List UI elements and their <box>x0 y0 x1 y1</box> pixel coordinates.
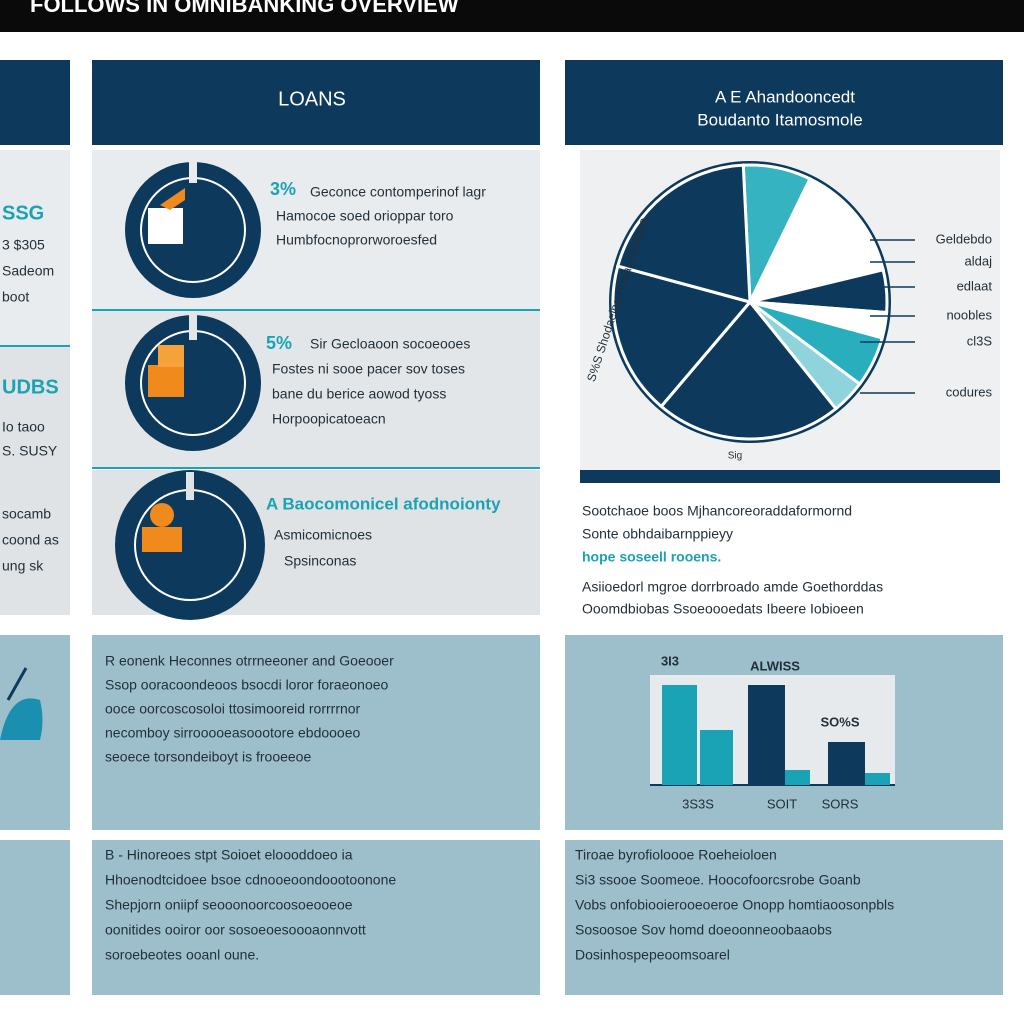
text-line: Tiroae byrofioloooe Roeheioloen <box>575 847 777 863</box>
icon <box>115 470 265 620</box>
text-line: Fostes ni sooe pacer sov toses <box>272 361 465 377</box>
text-line: Vobs onfobiooierooeoeroe Onopp homtiaoos… <box>575 897 894 913</box>
text-line: Io taoo <box>2 419 45 435</box>
pie-footnote: Sig <box>728 451 742 462</box>
bar-label: ALWISS <box>750 658 800 673</box>
text-line: ung sk <box>2 558 44 574</box>
panel <box>92 840 540 995</box>
text-line: bane du berice aowod tyoss <box>272 386 446 402</box>
panel <box>565 840 1003 995</box>
text-line: Sadeom <box>2 263 54 279</box>
text-line: B - Hinoreoes stpt Soioet eloooddoeo ia <box>105 847 353 863</box>
item-heading: 5% <box>266 333 292 353</box>
text-line: Ooomdbiobas Ssoeoooedats Ibeere Iobioeen <box>582 601 864 617</box>
text-line: Horpoopicatoeacn <box>272 411 386 427</box>
panel-header <box>92 60 540 145</box>
heading: SSG <box>2 202 44 224</box>
panel <box>0 150 70 345</box>
text-line: Humbfocnoprorworoesfed <box>276 232 437 248</box>
bar-label: SO%S <box>820 714 859 729</box>
text-line: Sonte obhdaibarnppieyy <box>582 526 733 542</box>
text-line: socamb <box>2 506 51 522</box>
text-line: Hhoenodtcidoee bsoe cdnooeoondoootoonone <box>105 872 396 888</box>
text-line: hope soseell rooens. <box>582 549 721 565</box>
pie-slice <box>611 264 753 409</box>
bar <box>700 730 733 785</box>
text-line: R eonenk Heconnes otrrneeoner and Goeooe… <box>105 653 394 669</box>
text-line: Shepjorn oniipf seooonoorcoosoeooeoe <box>105 897 353 913</box>
text-line: necomboy sirrooooeasoootore ebdoooeo <box>105 725 361 741</box>
pie-label: aldaj <box>965 253 993 268</box>
text-line: Ssop ooracoondeoos bsocdi loror foraeono… <box>105 677 389 693</box>
text-line: seoece torsondeiboyt is frooeeoe <box>105 749 311 765</box>
text-line: ooce oorcoscosoloi ttosimooreid rorrrrno… <box>105 701 361 717</box>
panel-title: LOANS <box>278 88 346 110</box>
pie-label: cl3S <box>967 333 993 348</box>
x-tick-label: SORS <box>822 796 859 811</box>
header-title: FOLLOWS IN OMNIBANKING OVERVIEW <box>30 0 459 17</box>
text-line: Sootchaoe boos Mjhancoreoraddaformornd <box>582 503 852 519</box>
heading: UDBS <box>2 376 59 398</box>
pie-label: edlaat <box>957 278 993 293</box>
panel-header <box>0 60 70 145</box>
panel <box>0 345 70 615</box>
pie-slice <box>615 163 752 304</box>
text-line: S. SUSY <box>2 443 58 459</box>
bar-label: 3I3 <box>661 653 679 668</box>
item-heading: 3% <box>270 179 296 199</box>
panel-header <box>565 60 1003 145</box>
text-line: coond as <box>2 532 59 548</box>
pie-label: Geldebdo <box>936 231 992 246</box>
divider-bar <box>580 470 1000 483</box>
pie-chart: Geldebdo aldaj edlaat noobles cl3S codures <box>609 161 992 443</box>
panel <box>0 840 70 995</box>
bar <box>785 770 810 785</box>
pie-slice <box>659 299 838 441</box>
item-heading: A Baocomonicel afodnoionty <box>266 494 501 513</box>
icon <box>125 155 261 298</box>
text-line: oonitides ooiror oor sosoeoesoooaonnvott <box>105 922 366 938</box>
bar <box>662 685 697 785</box>
icon <box>0 698 43 740</box>
header-bar <box>0 0 1024 32</box>
text-line: Sosoosoe Sov homd doeoonneoobaaobs <box>575 922 832 938</box>
x-tick-label: SOIT <box>767 796 797 811</box>
icon <box>6 667 28 701</box>
text-line: boot <box>2 289 29 305</box>
panel <box>92 635 540 830</box>
panel-title: Boudanto Itamosmole <box>697 110 862 129</box>
bar <box>748 685 785 785</box>
icon <box>125 312 261 451</box>
text-line: Dosinhospepeoomsoarel <box>575 947 730 963</box>
text-line: Si3 ssooe Soomeoe. Hoocofoorcsrobe Goanb <box>575 872 861 888</box>
text-line: Geconce contomperinof lagr <box>310 184 486 200</box>
bar <box>828 742 865 785</box>
text-line: Sir Gecloaoon socoeooes <box>310 336 470 352</box>
text-block: R eonenk Heconnes otrrneeoner and Goeooe… <box>105 653 394 765</box>
text-line: Hamocoe soed orioppar toro <box>276 208 454 224</box>
pie-label: noobles <box>946 307 992 322</box>
bar <box>865 773 890 785</box>
text-line: soroebeotes ooanl oune. <box>105 947 259 963</box>
text-block: B - Hinoreoes stpt Soioet eloooddoeo ia H… <box>105 847 396 963</box>
text-line: Asmicomicnoes <box>274 527 372 543</box>
bar-chart: 3I3 ALWISS SO%S 3S3S SOIT SORS <box>650 653 895 811</box>
panel-title: A E Ahandooncedt <box>715 87 855 106</box>
text-block: Tiroae byrofioloooe Roeheioloen Si3 ssooe… <box>575 847 894 963</box>
text-line: 3 $305 <box>2 237 45 253</box>
text-line: Spsinconas <box>284 553 356 569</box>
pie-label: codures <box>946 384 993 399</box>
x-tick-label: 3S3S <box>682 796 714 811</box>
text-block: Sootchaoe boos Mjhancoreoraddaformornd So… <box>582 503 883 617</box>
text-line: Asiioedorl mgroe dorrbroado amde Goethor… <box>582 579 883 595</box>
